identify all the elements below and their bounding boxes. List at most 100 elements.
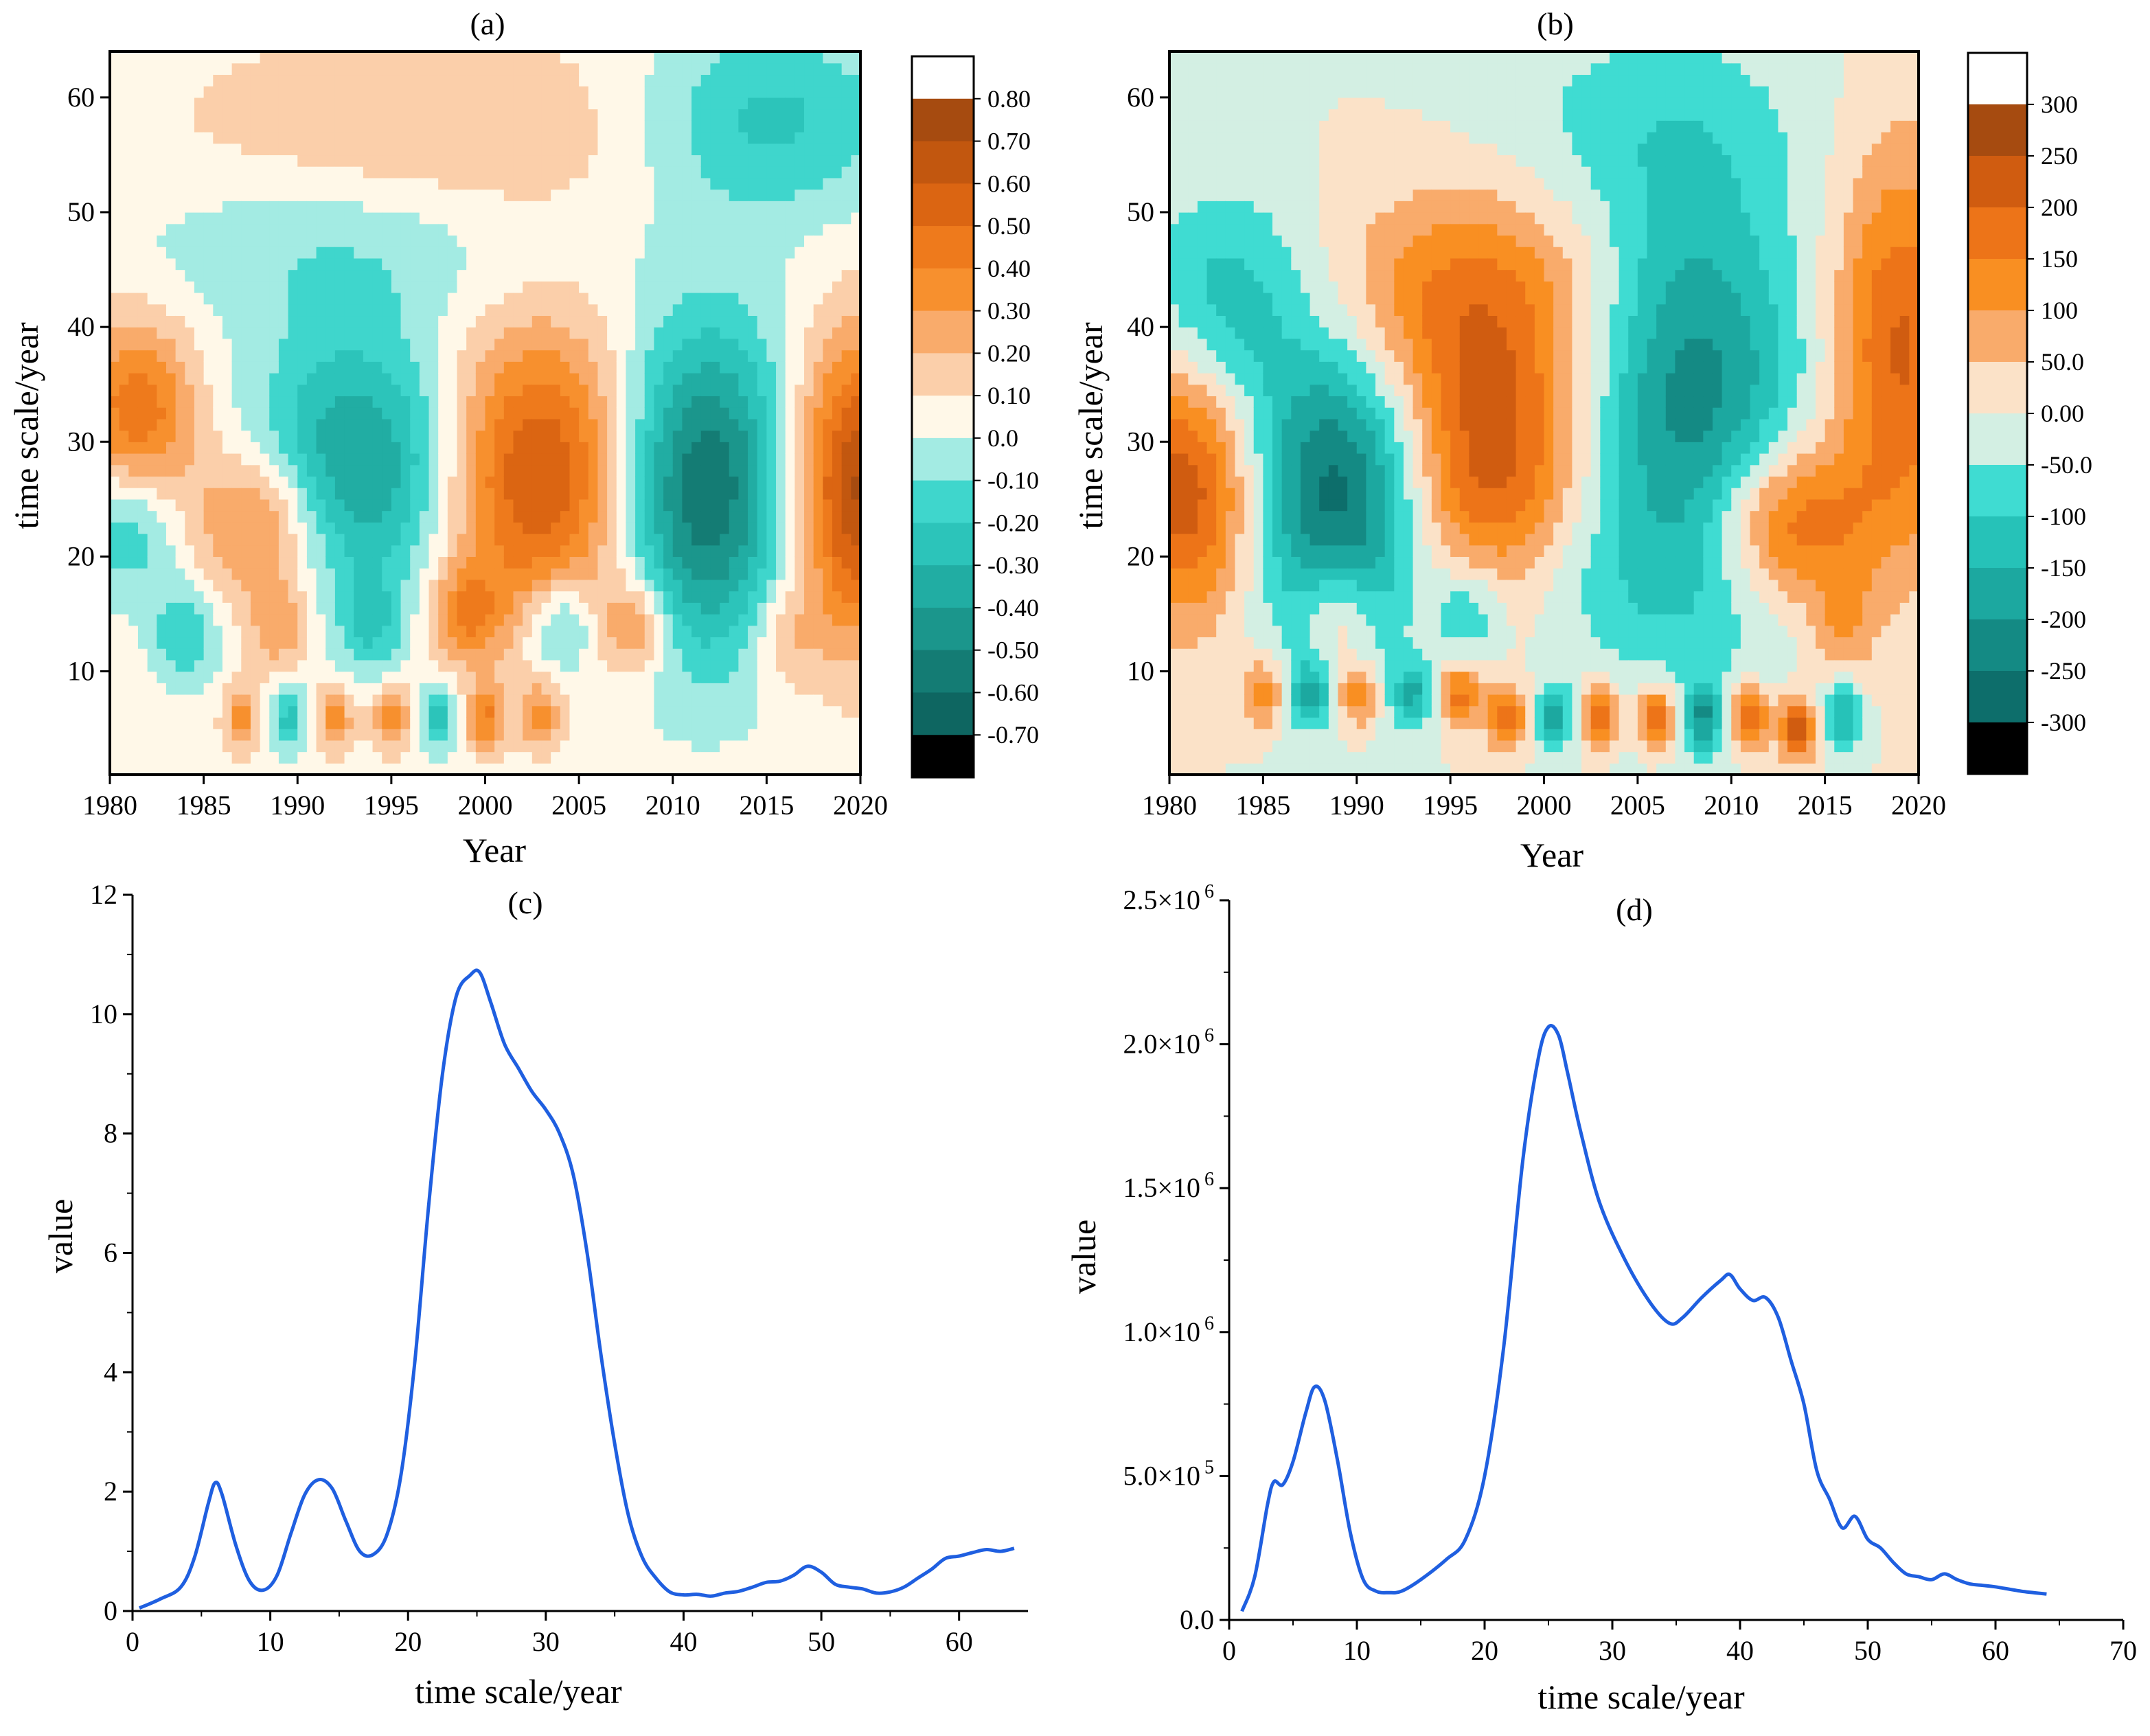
heatmap-a-cell [325,155,336,167]
heatmap-a-cell [785,361,795,374]
heatmap-a-cell [128,338,139,351]
heatmap-a-cell [503,637,514,649]
heatmap-a-cell [616,442,627,454]
heatmap-a-cell [466,132,477,144]
heatmap-a-cell [241,407,251,420]
heatmap-a-cell [250,534,261,546]
heatmap-a-cell [720,373,730,385]
heatmap-a-cell [278,189,289,201]
heatmap-a-cell [147,717,157,729]
heatmap-a-cell [110,442,120,454]
heatmap-a-cell [194,166,205,179]
heatmap-a-cell [738,671,748,683]
heatmap-a-cell [691,729,702,741]
heatmap-a-cell [757,751,767,764]
heatmap-a-cell [231,602,242,615]
heatmap-a-cell [776,258,786,271]
heatmap-a-cell [635,62,645,76]
heatmap-a-cell [700,108,711,121]
heatmap-a-cell [485,510,495,523]
heatmap-a-cell [372,648,382,661]
heatmap-a-cell [372,258,382,271]
heatmap-a-cell [213,132,223,144]
heatmap-a-cell [475,717,486,729]
heatmap-a-cell [710,602,720,615]
heatmap-a-cell [700,510,711,523]
heatmap-a-cell [428,293,439,305]
heatmap-a-cell [841,52,851,64]
heatmap-a-cell [466,108,477,121]
heatmap-a-cell [748,418,758,431]
heatmap-a-cell [541,602,551,615]
heatmap-a-cell [185,499,195,512]
heatmap-a-cell [382,671,392,683]
heatmap-a-cell [428,373,439,385]
heatmap-a-cell [729,488,739,500]
heatmap-a-cell [776,510,786,523]
heatmap-a-cell [776,740,786,753]
heatmap-a-cell [157,763,167,775]
heatmap-a-cell [560,602,571,615]
heatmap-a-cell [720,350,730,362]
heatmap-a-cell [325,327,336,339]
heatmap-a-cell [560,659,571,672]
heatmap-a-cell [137,86,148,98]
heatmap-a-cell [344,614,354,626]
heatmap-a-cell [494,258,505,271]
heatmap-a-cell [607,648,617,661]
heatmap-a-cell [231,258,242,271]
heatmap-a-cell [804,177,814,190]
heatmap-a-cell [475,430,486,442]
heatmap-a-cell [222,442,233,454]
heatmap-a-cell [672,189,683,201]
heatmap-a-cell [137,625,148,638]
heatmap-a-cell [523,545,533,558]
heatmap-a-cell [823,132,833,144]
heatmap-a-cell [813,258,823,271]
heatmap-a-cell [165,132,176,144]
heatmap-a-cell [419,373,430,385]
heatmap-a-cell [513,717,523,729]
heatmap-a-cell [785,143,795,156]
heatmap-a-cell [700,350,711,362]
heatmap-a-cell [691,143,702,156]
heatmap-a-cell [757,143,767,156]
heatmap-a-cell [382,108,392,121]
heatmap-a-cell [194,683,205,695]
heatmap-a-cell [776,304,786,317]
heatmap-a-cell [551,488,561,500]
heatmap-a-cell [541,304,551,317]
heatmap-a-cell [438,763,448,775]
heatmap-a-cell [110,293,120,305]
heatmap-a-cell [635,545,645,558]
heatmap-a-cell [391,384,402,397]
heatmap-a-cell [832,258,843,271]
heatmap-a-cell [720,442,730,454]
heatmap-a-cell [654,648,664,661]
heatmap-a-cell [128,304,139,317]
heatmap-a-cell [306,464,317,477]
heatmap-a-cell [654,499,664,512]
heatmap-a-cell [260,258,270,271]
heatmap-a-cell [569,132,580,144]
heatmap-a-cell [278,579,289,592]
heatmap-a-cell [626,212,636,225]
heatmap-a-cell [382,86,392,98]
heatmap-a-cell [316,556,326,569]
heatmap-a-cell [278,602,289,615]
heatmap-a-cell [766,763,777,775]
heatmap-a-cell [626,659,636,672]
heatmap-a-cell [766,751,777,764]
heatmap-a-cell [832,177,843,190]
heatmap-a-cell [278,453,289,466]
heatmap-a-cell [531,568,542,580]
heatmap-a-cell [841,671,851,683]
heatmap-a-cell [297,201,308,213]
heatmap-a-cell [438,361,448,374]
heatmap-a-cell [626,556,636,569]
heatmap-a-cell [551,418,561,431]
heatmap-a-cell [823,396,833,408]
heatmap-a-cell [119,108,129,121]
heatmap-a-cell [354,269,364,282]
heatmap-a-cell [626,327,636,339]
